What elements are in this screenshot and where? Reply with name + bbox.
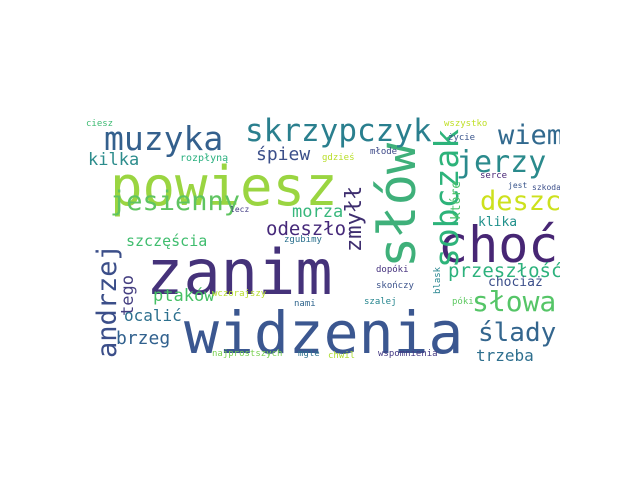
- cloud-word: jerzy: [456, 145, 547, 180]
- cloud-word: wczorajszy: [212, 289, 267, 299]
- cloud-word: choć: [438, 216, 559, 274]
- cloud-word: najprostszych: [212, 349, 283, 359]
- cloud-word: mgle: [298, 349, 320, 359]
- cloud-word: szalej: [364, 297, 397, 307]
- cloud-word: wszystko: [444, 119, 488, 129]
- cloud-word: nami: [294, 299, 316, 309]
- cloud-word: odeszło: [266, 218, 347, 240]
- cloud-word: słowa: [472, 285, 557, 318]
- cloud-word: zmyłł: [342, 185, 367, 252]
- cloud-word: śpiew: [256, 144, 311, 165]
- word-cloud: powiesz zanim widzenia słów choć skrzypc…: [80, 116, 560, 364]
- cloud-word: skończy: [376, 281, 414, 291]
- cloud-word: zanim: [146, 236, 333, 309]
- cloud-word: ocalić: [124, 306, 182, 325]
- cloud-word: chwil: [328, 351, 356, 361]
- cloud-word: brzeg: [116, 328, 171, 349]
- cloud-word: skrzypczyk: [245, 116, 432, 149]
- cloud-word: powiesz: [110, 155, 338, 218]
- cloud-word: ciesz: [86, 119, 114, 129]
- cloud-word: wiem: [498, 120, 560, 151]
- cloud-word: serce: [480, 171, 508, 181]
- cloud-word: klika: [478, 215, 518, 230]
- cloud-word: jesienny: [110, 186, 241, 217]
- cloud-word: młode: [370, 147, 398, 157]
- cloud-word: rozpłyną: [180, 153, 229, 164]
- cloud-word: deszcz: [480, 186, 560, 217]
- cloud-word: lecz: [230, 205, 250, 214]
- cloud-word: ptaków: [153, 286, 215, 306]
- cloud-word: szczęścia: [126, 232, 208, 250]
- cloud-word: muzyka: [104, 119, 224, 158]
- cloud-word: gdzieś: [322, 153, 355, 163]
- cloud-word: szkoda: [532, 183, 560, 192]
- cloud-word: życie: [448, 133, 476, 143]
- cloud-word: słów: [368, 142, 428, 268]
- cloud-word: póki: [452, 297, 474, 307]
- cloud-word: morza: [292, 202, 344, 222]
- cloud-word: jest: [508, 181, 528, 190]
- cloud-word: chociaż: [488, 275, 543, 290]
- cloud-word: kilka: [88, 150, 140, 170]
- cloud-word: przeszłość: [448, 260, 560, 282]
- cloud-word: ślady: [478, 318, 557, 348]
- cloud-word: zgubimy: [284, 235, 322, 245]
- cloud-word: trzeba: [476, 346, 534, 364]
- cloud-word: wspomnienia: [378, 349, 438, 359]
- cloud-word: widzenia: [184, 299, 464, 364]
- cloud-word: blask: [433, 266, 443, 294]
- cloud-word: dopóki: [376, 265, 409, 275]
- cloud-word: które: [449, 180, 464, 220]
